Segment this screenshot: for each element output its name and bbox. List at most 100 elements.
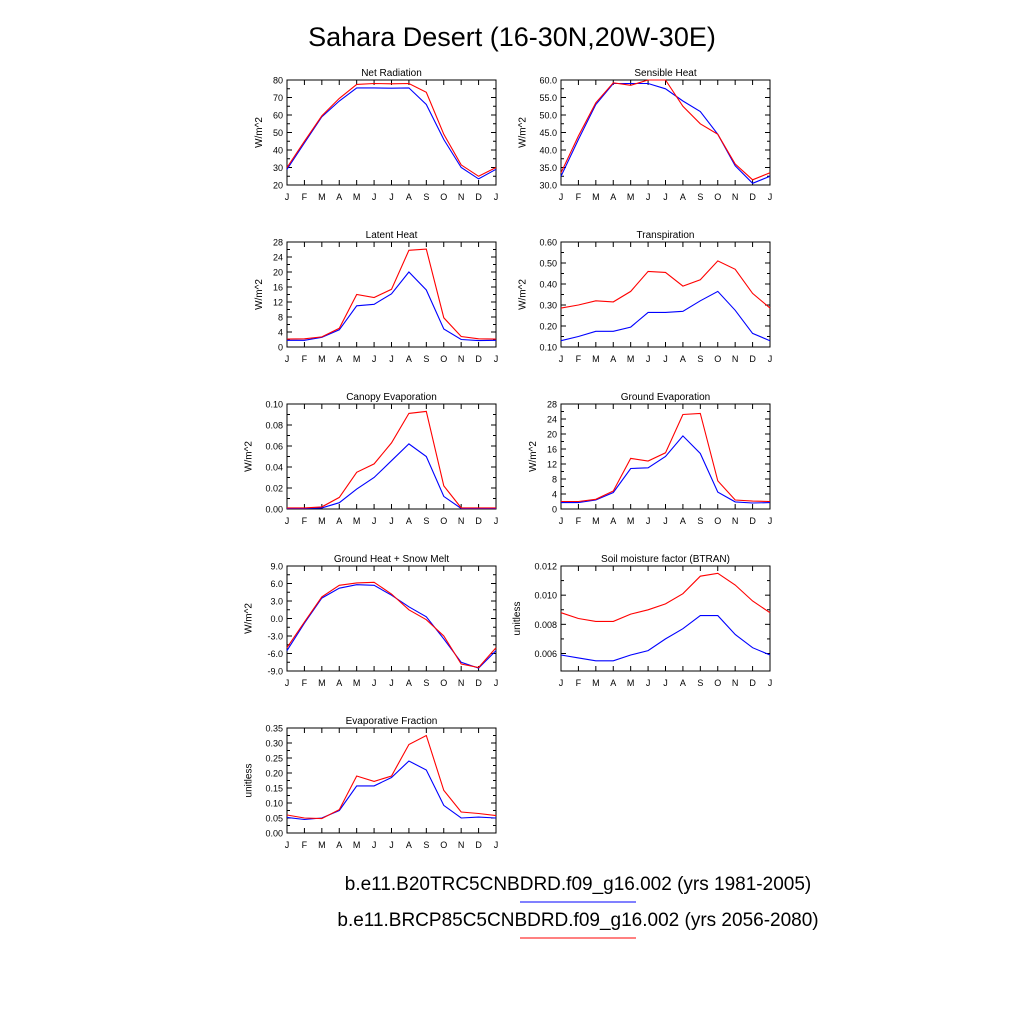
x-tick-label: F <box>302 192 308 202</box>
x-tick-label: J <box>372 840 377 850</box>
y-tick-label: 12 <box>273 298 283 308</box>
series-line-control <box>286 584 497 669</box>
x-tick-label: O <box>714 678 721 688</box>
y-tick-label: 0.30 <box>539 301 557 311</box>
x-tick-label: N <box>732 354 739 364</box>
y-tick-label: 0.012 <box>534 562 557 572</box>
x-tick-label: M <box>592 192 600 202</box>
x-tick-label: J <box>389 516 394 526</box>
y-tick-label: 0.40 <box>539 280 557 290</box>
x-tick-label: N <box>458 192 465 202</box>
x-tick-label: O <box>440 516 447 526</box>
x-tick-label: J <box>559 354 564 364</box>
x-tick-label: F <box>576 678 582 688</box>
x-tick-label: J <box>285 678 290 688</box>
x-tick-label: F <box>576 516 582 526</box>
x-tick-label: F <box>576 192 582 202</box>
x-tick-label: S <box>423 192 429 202</box>
series-line-control <box>287 443 496 510</box>
x-tick-label: J <box>663 192 668 202</box>
plot-frame <box>560 565 771 672</box>
panel-title: Soil moisture factor (BTRAN) <box>601 554 730 565</box>
y-tick-label: 0.20 <box>539 322 557 332</box>
y-axis-label: W/m^2 <box>243 441 254 472</box>
y-tick-label: 20 <box>273 268 283 278</box>
x-tick-label: M <box>353 840 361 850</box>
x-tick-label: J <box>494 516 499 526</box>
panel-title: Net Radiation <box>361 68 422 79</box>
y-axis-label: unitless <box>512 602 523 636</box>
x-tick-label: O <box>714 192 721 202</box>
y-tick-label: 4 <box>552 490 557 500</box>
x-tick-label: M <box>318 678 326 688</box>
x-tick-label: J <box>663 678 668 688</box>
x-tick-label: J <box>372 192 377 202</box>
plot-frame <box>286 565 497 672</box>
y-tick-label: -6.0 <box>267 649 283 659</box>
x-tick-label: D <box>749 192 756 202</box>
x-tick-label: M <box>318 516 326 526</box>
y-axis-label: W/m^2 <box>517 279 528 310</box>
x-tick-label: A <box>680 354 686 364</box>
x-tick-label: J <box>494 840 499 850</box>
x-tick-label: M <box>592 354 600 364</box>
y-tick-label: 80 <box>273 76 283 86</box>
x-tick-label: D <box>475 354 482 364</box>
x-tick-label: A <box>406 678 412 688</box>
x-tick-label: S <box>423 840 429 850</box>
y-tick-label: 24 <box>273 253 283 263</box>
x-tick-label: A <box>406 516 412 526</box>
y-tick-label: 20 <box>273 181 283 191</box>
y-tick-label: 30 <box>273 163 283 173</box>
x-tick-label: N <box>732 516 739 526</box>
x-tick-label: J <box>494 354 499 364</box>
series-line-future <box>560 79 771 181</box>
y-tick-label: 45.0 <box>539 128 557 138</box>
series-line-control <box>560 82 771 184</box>
x-tick-label: S <box>697 192 703 202</box>
y-tick-label: 60 <box>273 111 283 121</box>
plot-frame <box>560 241 771 348</box>
y-tick-label: 50 <box>273 128 283 138</box>
x-tick-label: J <box>285 840 290 850</box>
x-tick-label: M <box>318 840 326 850</box>
y-tick-label: 0.06 <box>265 442 283 452</box>
panel-title: Evaporative Fraction <box>346 716 438 727</box>
y-tick-label: 24 <box>547 415 557 425</box>
x-tick-label: F <box>302 840 308 850</box>
y-tick-label: 0.50 <box>539 259 557 269</box>
y-axis-label: W/m^2 <box>254 117 265 148</box>
panel-title: Sensible Heat <box>634 68 696 79</box>
y-tick-label: 0.20 <box>265 769 283 779</box>
plot-frame <box>286 403 497 510</box>
y-tick-label: 0.00 <box>265 505 283 515</box>
x-tick-label: J <box>372 678 377 688</box>
x-tick-label: S <box>697 516 703 526</box>
series-line-control <box>286 760 497 821</box>
x-tick-label: F <box>302 354 308 364</box>
y-tick-label: 16 <box>273 283 283 293</box>
y-tick-label: 40 <box>273 146 283 156</box>
series-line-future <box>287 410 496 509</box>
y-tick-label: 0.10 <box>539 343 557 353</box>
x-tick-label: O <box>714 354 721 364</box>
x-tick-label: N <box>458 354 465 364</box>
x-tick-label: A <box>610 516 616 526</box>
panel-title: Ground Evaporation <box>621 392 711 403</box>
y-tick-label: 0.25 <box>265 754 283 764</box>
series-line-future <box>286 581 497 669</box>
y-tick-label: 20 <box>547 430 557 440</box>
x-tick-label: F <box>302 516 308 526</box>
x-tick-label: D <box>749 354 756 364</box>
x-tick-label: O <box>440 354 447 364</box>
x-tick-label: D <box>475 840 482 850</box>
x-tick-label: J <box>559 516 564 526</box>
x-tick-label: J <box>768 354 773 364</box>
x-tick-label: D <box>475 678 482 688</box>
y-tick-label: 9.0 <box>270 562 283 572</box>
